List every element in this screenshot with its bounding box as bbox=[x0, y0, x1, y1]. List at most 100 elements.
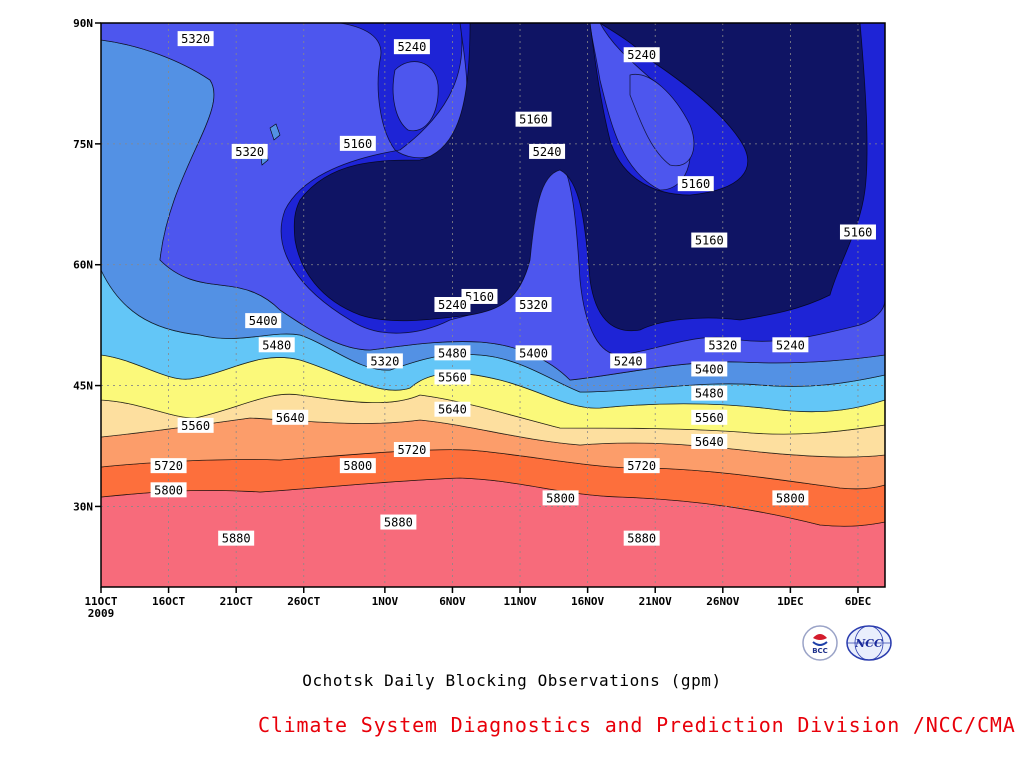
contour-label-bg bbox=[339, 135, 376, 151]
contour-label-bg bbox=[691, 409, 728, 425]
x-tick-label: 21NOV bbox=[639, 595, 672, 608]
x-tick-label: 6NOV bbox=[439, 595, 466, 608]
contour-label-bg bbox=[177, 417, 214, 433]
contour-label: 5480 bbox=[691, 385, 728, 401]
contour-label-bg bbox=[623, 458, 660, 474]
contour-label: 5400 bbox=[691, 361, 728, 377]
contour-label-bg bbox=[515, 297, 552, 312]
contour-label-bg bbox=[772, 337, 809, 353]
y-tick-label: 75N bbox=[73, 138, 93, 151]
y-tick-label: 90N bbox=[73, 17, 93, 30]
contour-label-bg bbox=[515, 345, 552, 361]
plot-frame bbox=[100, 22, 886, 588]
x-tick-label: 16OCT bbox=[152, 595, 185, 608]
contour-label-bg bbox=[380, 514, 417, 530]
contour-label: 5560 bbox=[691, 409, 728, 425]
contour-label: 5640 bbox=[272, 409, 309, 425]
contour-label-bg bbox=[677, 176, 714, 192]
contour-label: 5880 bbox=[218, 530, 255, 546]
contour-label: 5160 bbox=[515, 111, 552, 127]
contour-band-10 bbox=[293, 23, 868, 332]
contour-label: 5640 bbox=[691, 433, 728, 449]
contour-label-text: 5320 bbox=[181, 32, 210, 46]
grid-lines bbox=[100, 22, 885, 587]
contour-label-text: 5160 bbox=[681, 177, 710, 191]
contour-label: 5160 bbox=[839, 224, 876, 240]
contour-label-bg bbox=[366, 353, 403, 369]
contour-band-pocket-0 bbox=[392, 61, 439, 132]
contour-label-text: 5400 bbox=[249, 314, 278, 328]
contour-label: 5160 bbox=[339, 135, 376, 151]
contour-fill-layer bbox=[101, 23, 885, 587]
contour-label-bg bbox=[461, 288, 498, 304]
x-tick-label: 21OCT bbox=[220, 595, 253, 608]
contour-label-text: 5240 bbox=[438, 298, 467, 312]
contour-label-bg bbox=[839, 224, 876, 240]
contour-label: 5560 bbox=[177, 417, 214, 433]
contour-label-text: 5880 bbox=[222, 532, 251, 546]
contour-label-text: 5480 bbox=[262, 338, 291, 352]
contour-label-bg bbox=[515, 111, 552, 127]
x-tick-label: 16NOV bbox=[571, 595, 604, 608]
contour-label: 5800 bbox=[339, 458, 376, 474]
contour-label: 5240 bbox=[529, 143, 566, 159]
contour-label-bg bbox=[150, 458, 187, 474]
contour-label: 5800 bbox=[542, 490, 579, 506]
contour-label: 5640 bbox=[434, 401, 471, 417]
bcc-logo: BCC bbox=[802, 625, 838, 661]
contour-label-text: 5640 bbox=[695, 435, 724, 449]
svg-text:BCC: BCC bbox=[812, 647, 828, 655]
contour-label-bg bbox=[542, 490, 579, 506]
contour-label: 5400 bbox=[515, 345, 552, 361]
contour-label-text: 5640 bbox=[276, 411, 305, 425]
contour-label: 5480 bbox=[434, 345, 471, 361]
contour-label-text: 5560 bbox=[181, 419, 210, 433]
x-tick-label: 26OCT bbox=[287, 595, 320, 608]
contour-label: 5320 bbox=[515, 297, 552, 312]
contour-label: 5240 bbox=[393, 39, 430, 55]
contour-label-bg bbox=[610, 353, 647, 369]
contour-label-bg bbox=[623, 47, 660, 63]
contour-label-text: 5560 bbox=[695, 411, 724, 425]
x-tick-label: 11OCT bbox=[84, 595, 117, 608]
contour-label: 5320 bbox=[231, 143, 268, 159]
contour-label-bg bbox=[691, 385, 728, 401]
svg-text:NCC: NCC bbox=[854, 637, 883, 650]
y-tick-label: 60N bbox=[73, 259, 93, 272]
contour-label-bg bbox=[434, 297, 471, 312]
x-tick-label: 1NOV bbox=[372, 595, 399, 608]
contour-label-text: 5160 bbox=[343, 137, 372, 151]
x-tick-label: 1DEC bbox=[777, 595, 804, 608]
contour-label: 5240 bbox=[772, 337, 809, 353]
contour-label-text: 5720 bbox=[627, 459, 656, 473]
contour-label: 5160 bbox=[461, 288, 498, 304]
contour-label: 5720 bbox=[623, 458, 660, 474]
contour-label-bg bbox=[245, 313, 282, 329]
contour-label: 5800 bbox=[772, 490, 809, 506]
contour-label-text: 5240 bbox=[776, 338, 805, 352]
contour-label-bg bbox=[177, 31, 214, 47]
contour-label-bg bbox=[434, 401, 471, 417]
contour-label-text: 5240 bbox=[533, 145, 562, 159]
y-tick-label: 30N bbox=[73, 500, 93, 513]
contour-label: 5160 bbox=[691, 232, 728, 248]
contour-label-text: 5320 bbox=[708, 338, 737, 352]
contour-label: 5320 bbox=[177, 31, 214, 47]
contour-label-bg bbox=[691, 361, 728, 377]
contour-label: 5880 bbox=[623, 530, 660, 546]
contour-label-text: 5640 bbox=[438, 403, 467, 417]
contour-label-text: 5880 bbox=[627, 532, 656, 546]
contour-label-bg bbox=[772, 490, 809, 506]
contour-label-text: 5720 bbox=[154, 459, 183, 473]
contour-label-bg bbox=[231, 143, 268, 159]
source-caption: Climate System Diagnostics and Predictio… bbox=[258, 713, 1016, 737]
contour-label: 5560 bbox=[434, 369, 471, 385]
contour-label: 5160 bbox=[677, 176, 714, 192]
contour-label-bg bbox=[529, 143, 566, 159]
contour-label: 5880 bbox=[380, 514, 417, 530]
contour-label-bg bbox=[691, 232, 728, 248]
contour-label-bg bbox=[434, 369, 471, 385]
contour-label-text: 5320 bbox=[235, 145, 264, 159]
contour-label-text: 5880 bbox=[384, 516, 413, 530]
